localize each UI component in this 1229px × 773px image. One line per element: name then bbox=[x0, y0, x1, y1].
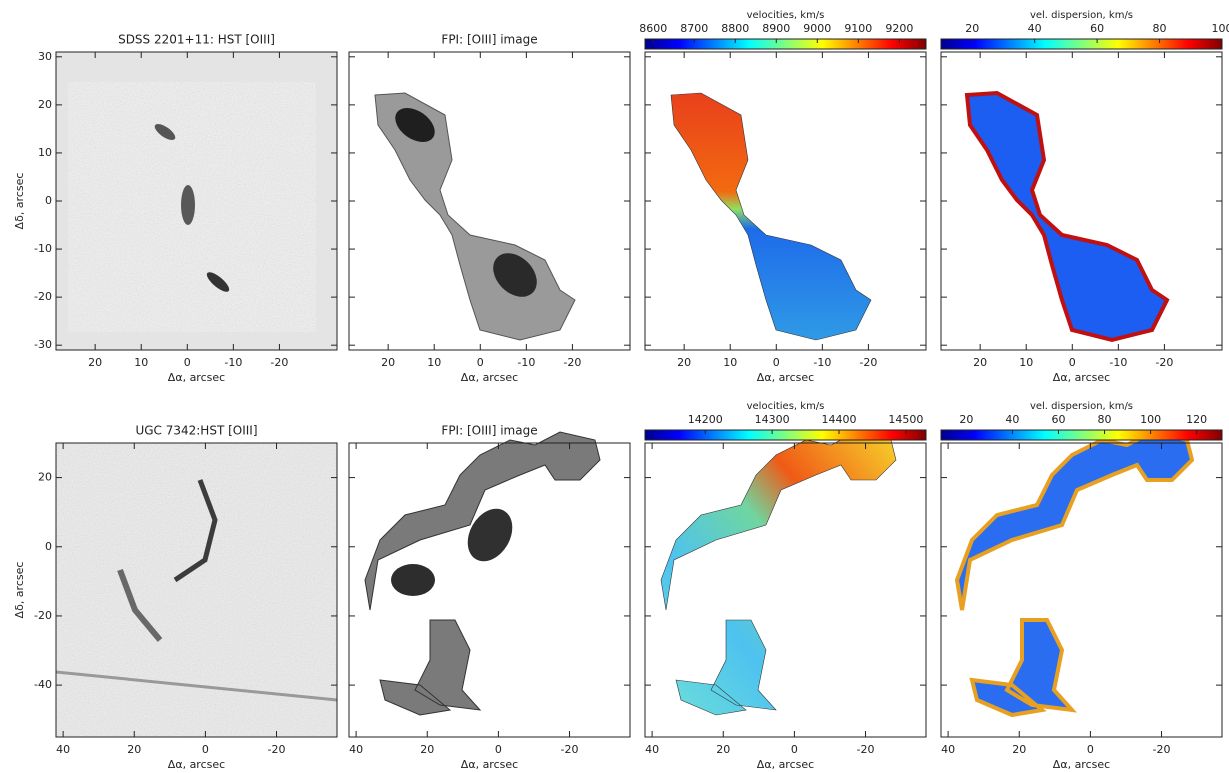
x-axis-label: Δα, arcsec bbox=[461, 758, 518, 771]
x-tick-label: -10 bbox=[517, 356, 535, 369]
colorbar-tick-label: 60 bbox=[1090, 22, 1104, 35]
colorbar-tick-label: 20 bbox=[965, 22, 979, 35]
colorbar bbox=[941, 430, 1222, 440]
colorbar-tick-label: 60 bbox=[1051, 413, 1065, 426]
x-tick-label: 0 bbox=[495, 743, 502, 756]
colorbar-tick-label: 120 bbox=[1186, 413, 1207, 426]
x-tick-label: 0 bbox=[477, 356, 484, 369]
x-tick-label: 20 bbox=[420, 743, 434, 756]
colorbar-tick-label: 9000 bbox=[803, 22, 831, 35]
x-tick-label: -20 bbox=[270, 356, 288, 369]
panel-title: SDSS 2201+11: HST [OIII] bbox=[118, 33, 275, 47]
x-tick-label: 40 bbox=[941, 743, 955, 756]
x-tick-label: 20 bbox=[381, 356, 395, 369]
x-axis-label: Δα, arcsec bbox=[757, 371, 814, 384]
colorbar-tick-label: 8700 bbox=[680, 22, 708, 35]
x-tick-label: -20 bbox=[859, 356, 877, 369]
x-tick-label: -20 bbox=[1155, 356, 1173, 369]
x-tick-label: 0 bbox=[773, 356, 780, 369]
y-tick-label: -20 bbox=[34, 609, 52, 622]
colorbar-tick-label: 80 bbox=[1153, 22, 1167, 35]
colorbar-tick-label: 100 bbox=[1140, 413, 1161, 426]
panel-title: FPI: [OIII] image bbox=[441, 424, 537, 438]
colorbar-tick-label: 14200 bbox=[688, 413, 723, 426]
colorbar-tick-label: 40 bbox=[1005, 413, 1019, 426]
x-tick-label: 10 bbox=[427, 356, 441, 369]
y-tick-label: 10 bbox=[38, 146, 52, 159]
x-tick-label: 40 bbox=[56, 743, 70, 756]
y-tick-label: -10 bbox=[34, 242, 52, 255]
x-tick-label: 10 bbox=[1019, 356, 1033, 369]
colorbar bbox=[941, 39, 1222, 49]
colorbar-tick-label: 80 bbox=[1098, 413, 1112, 426]
x-tick-label: -20 bbox=[563, 356, 581, 369]
x-tick-label: 20 bbox=[127, 743, 141, 756]
colorbar-tick-label: 100 bbox=[1212, 22, 1229, 35]
colorbar-label: velocities, km/s bbox=[747, 401, 825, 412]
y-tick-label: -40 bbox=[34, 678, 52, 691]
x-tick-label: 0 bbox=[1087, 743, 1094, 756]
x-tick-label: 0 bbox=[791, 743, 798, 756]
x-tick-label: 20 bbox=[88, 356, 102, 369]
colorbar-tick-label: 20 bbox=[959, 413, 973, 426]
colorbar bbox=[645, 39, 926, 49]
x-tick-label: 20 bbox=[716, 743, 730, 756]
x-axis-label: Δα, arcsec bbox=[1053, 371, 1110, 384]
x-tick-label: 0 bbox=[202, 743, 209, 756]
y-tick-label: -30 bbox=[34, 338, 52, 351]
x-tick-label: 0 bbox=[1069, 356, 1076, 369]
x-axis-label: Δα, arcsec bbox=[168, 371, 225, 384]
x-axis-label: Δα, arcsec bbox=[1053, 758, 1110, 771]
colorbar-tick-label: 8800 bbox=[721, 22, 749, 35]
x-tick-label: 20 bbox=[1012, 743, 1026, 756]
x-tick-label: 20 bbox=[677, 356, 691, 369]
colorbar-tick-label: 9200 bbox=[885, 22, 913, 35]
colorbar-tick-label: 8900 bbox=[762, 22, 790, 35]
panel-images bbox=[56, 52, 1192, 737]
colorbar-tick-label: 8600 bbox=[639, 22, 667, 35]
x-tick-label: 10 bbox=[723, 356, 737, 369]
colorbar-label: velocities, km/s bbox=[747, 10, 825, 21]
x-tick-label: 0 bbox=[184, 356, 191, 369]
x-tick-label: -20 bbox=[268, 743, 286, 756]
colorbar-tick-label: 14400 bbox=[822, 413, 857, 426]
x-tick-label: 40 bbox=[645, 743, 659, 756]
colorbar-tick-label: 14300 bbox=[755, 413, 790, 426]
x-axis-label: Δα, arcsec bbox=[757, 758, 814, 771]
colorbar bbox=[645, 430, 926, 440]
panel-title: UGC 7342:HST [OIII] bbox=[135, 424, 257, 438]
colorbar-tick-label: 14500 bbox=[888, 413, 923, 426]
colorbar-tick-label: 40 bbox=[1028, 22, 1042, 35]
x-tick-label: 10 bbox=[134, 356, 148, 369]
panel-title: FPI: [OIII] image bbox=[441, 33, 537, 47]
x-tick-label: 40 bbox=[349, 743, 363, 756]
x-tick-label: -10 bbox=[1109, 356, 1127, 369]
y-axis-label: Δδ, arcsec bbox=[13, 173, 26, 230]
x-axis-label: Δα, arcsec bbox=[461, 371, 518, 384]
colorbar-label: vel. dispersion, km/s bbox=[1030, 10, 1133, 21]
x-tick-label: -10 bbox=[813, 356, 831, 369]
x-tick-label: -10 bbox=[224, 356, 242, 369]
y-tick-label: -20 bbox=[34, 290, 52, 303]
y-tick-label: 20 bbox=[38, 471, 52, 484]
y-tick-label: 0 bbox=[45, 540, 52, 553]
x-axis-label: Δα, arcsec bbox=[168, 758, 225, 771]
figure: 20100-10-20-30-20-100102030Δα, arcsecΔδ,… bbox=[0, 0, 1229, 773]
y-axis-label: Δδ, arcsec bbox=[13, 562, 26, 619]
y-tick-label: 30 bbox=[38, 50, 52, 63]
colorbar-tick-label: 9100 bbox=[844, 22, 872, 35]
x-tick-label: -20 bbox=[857, 743, 875, 756]
colorbar-label: vel. dispersion, km/s bbox=[1030, 401, 1133, 412]
x-tick-label: -20 bbox=[1153, 743, 1171, 756]
y-tick-label: 0 bbox=[45, 194, 52, 207]
x-tick-label: 20 bbox=[973, 356, 987, 369]
y-tick-label: 20 bbox=[38, 98, 52, 111]
x-tick-label: -20 bbox=[561, 743, 579, 756]
